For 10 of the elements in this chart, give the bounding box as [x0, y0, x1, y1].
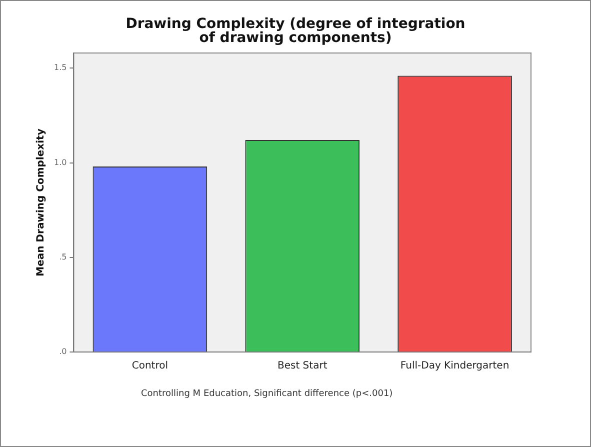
y-tick-label: .0 [59, 347, 67, 356]
y-tick-label: 1.5 [54, 63, 67, 72]
chart-title: Drawing Complexity (degree of integration of drawing components) [124, 16, 466, 46]
x-tick-label: Best Start [277, 360, 328, 372]
y-tick-label: .5 [59, 252, 67, 262]
text: Controlling M Education, Significant difference (p<.001) [141, 389, 394, 399]
y-axis-title: Mean Drawing Complexity [36, 128, 47, 276]
y-tick-label: 1.0 [54, 158, 67, 167]
x-tick-label: Control [132, 360, 168, 372]
x-tick-label: Full-Day Kindergarten [400, 360, 510, 372]
